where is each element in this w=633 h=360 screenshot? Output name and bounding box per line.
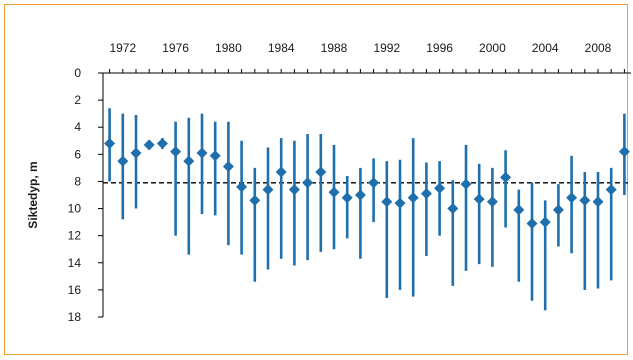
chart-frame	[4, 4, 628, 355]
y-axis-title-group: Siktedyp, m	[26, 161, 40, 228]
data-point	[354, 189, 366, 201]
data-point	[447, 203, 459, 215]
data-point	[249, 194, 261, 206]
y-tick-label: 6	[74, 147, 81, 161]
y-tick-label: 18	[68, 310, 82, 324]
data-point	[130, 147, 142, 159]
x-tick-label: 2008	[585, 41, 612, 55]
data-point	[552, 204, 564, 216]
data-point	[288, 184, 300, 196]
ticks: 0 2 4 6 8 10 12 14 16 18 1972 1976 1980 1984 1988 1992 1…	[68, 41, 625, 324]
data-point	[500, 171, 512, 183]
data-point	[526, 217, 538, 229]
y-tick-label: 8	[74, 174, 81, 188]
data-point	[262, 184, 274, 196]
data-point	[618, 146, 630, 158]
data-point	[420, 188, 432, 200]
data-point	[341, 192, 353, 204]
data-point	[434, 182, 446, 194]
data-point	[275, 166, 287, 178]
y-tick-label: 2	[74, 93, 81, 107]
axes	[102, 72, 631, 317]
y-tick-label: 16	[68, 283, 82, 297]
data-point	[183, 155, 195, 167]
data-point	[328, 186, 340, 198]
data-point	[209, 150, 221, 162]
x-tick-label: 1988	[321, 41, 348, 55]
data-point	[302, 177, 314, 189]
x-tick-label: 2000	[479, 41, 506, 55]
x-tick-label: 1984	[268, 41, 295, 55]
data-point	[315, 166, 327, 178]
y-tick-label: 12	[68, 229, 82, 243]
x-tick-label: 2004	[532, 41, 559, 55]
x-tick-label: 1976	[162, 41, 189, 55]
x-tick-label: 1996	[426, 41, 453, 55]
data-point	[513, 204, 525, 216]
data-point	[566, 192, 578, 204]
y-tick-label: 4	[74, 120, 81, 134]
data-point	[473, 193, 485, 205]
y-axis-title: Siktedyp, m	[26, 161, 40, 228]
data-point	[486, 196, 498, 208]
data-point	[170, 146, 182, 158]
data-point	[156, 137, 168, 149]
y-tick-label: 10	[68, 202, 82, 216]
data-point	[222, 161, 234, 173]
data-point	[539, 216, 551, 228]
x-tick-label: 1980	[215, 41, 242, 55]
data-point	[407, 192, 419, 204]
data-marks	[104, 108, 630, 311]
y-tick-label: 0	[74, 66, 81, 80]
data-point	[368, 177, 380, 189]
data-point	[394, 197, 406, 209]
data-point	[104, 137, 116, 149]
x-tick-label: 1992	[373, 41, 400, 55]
data-point	[605, 184, 617, 196]
data-point	[117, 155, 129, 167]
data-point	[592, 196, 604, 208]
data-point	[381, 196, 393, 208]
x-tick-label: 1972	[109, 41, 136, 55]
data-point	[579, 194, 591, 206]
data-point	[460, 178, 472, 190]
y-tick-label: 14	[68, 256, 82, 270]
data-point	[143, 139, 155, 151]
data-point	[196, 147, 208, 159]
data-point	[236, 181, 248, 193]
